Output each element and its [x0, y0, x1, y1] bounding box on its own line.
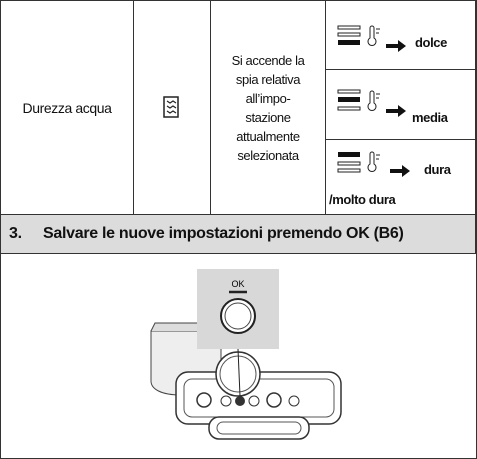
button-label: OK — [231, 279, 244, 289]
step-text: Salvare le nuove impostazioni premendo O… — [43, 225, 404, 242]
led-icon — [337, 25, 406, 52]
icon-cell — [134, 1, 211, 215]
level-cell: dolce — [326, 1, 476, 70]
level-label: media — [412, 110, 448, 125]
description-line: Si accende la — [231, 52, 305, 68]
led-icon — [337, 89, 406, 117]
level-label: /molto dura — [329, 192, 396, 207]
description-cell: Si accende la spia relativa all’impo- st… — [211, 1, 326, 215]
description-line: spia relativa — [235, 71, 301, 87]
description-line: attualmente — [236, 128, 300, 144]
hardness-icon — [163, 96, 179, 118]
level-cell: media — [326, 70, 476, 140]
description-line: stazione — [245, 109, 291, 125]
description-line: all’impo- — [245, 90, 291, 106]
level-label: dura — [424, 162, 451, 177]
level-label: dolce — [415, 35, 447, 50]
setting-cell: Durezza acqua — [1, 1, 134, 215]
step-number: 3. — [9, 225, 22, 242]
setting-name: Durezza acqua — [22, 99, 112, 116]
led-icon — [337, 151, 410, 177]
level-cell: dura /molto dura — [326, 140, 476, 215]
description-line: selezionata — [237, 147, 299, 163]
machine-figure: OK — [150, 269, 342, 440]
step-header: 3. Salvare le nuove impostazioni premend… — [1, 215, 476, 254]
